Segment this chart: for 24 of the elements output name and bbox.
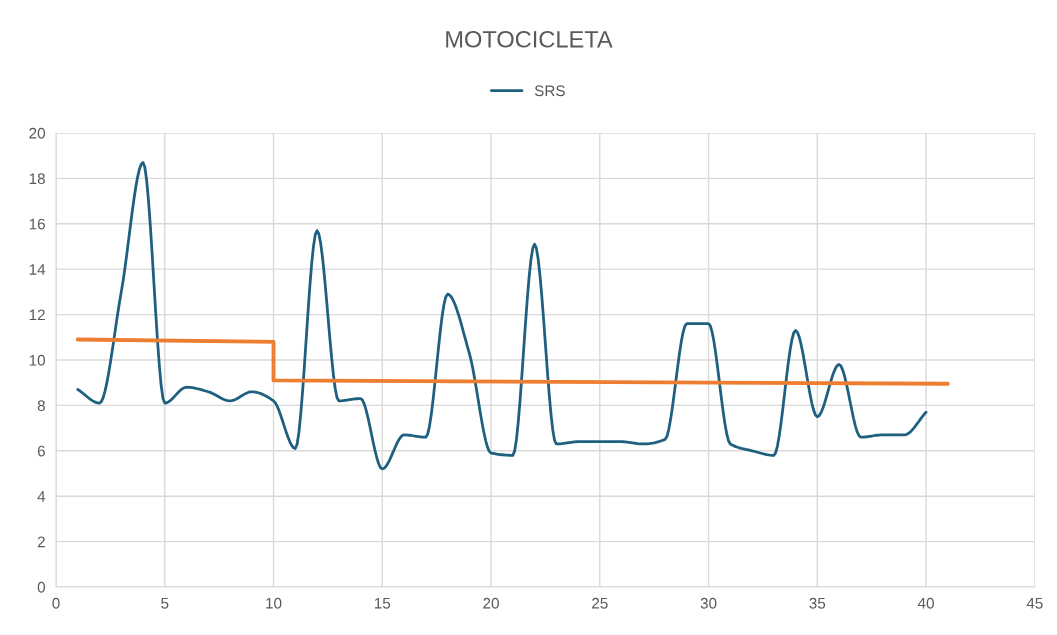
y-tick-label: 18: [29, 173, 45, 185]
y-tick-label: 20: [29, 127, 46, 139]
x-tick-label: 45: [1026, 597, 1043, 609]
legend-label: SRS: [534, 85, 565, 97]
x-tick-label: 15: [374, 597, 391, 609]
x-tick-label: 25: [592, 597, 608, 609]
y-tick-label: 4: [37, 491, 46, 502]
y-tick-label: 8: [37, 400, 45, 412]
x-tick-label: 10: [266, 597, 282, 609]
y-tick-label: 14: [29, 264, 46, 275]
x-tick-label: 5: [161, 597, 169, 609]
x-tick-label: 0: [52, 597, 60, 609]
y-tick-label: 0: [37, 581, 46, 593]
x-tick-label: 20: [483, 597, 499, 609]
y-tick-label: 12: [29, 309, 45, 321]
x-tick-label: 40: [917, 597, 934, 609]
x-tick-label: 30: [700, 597, 717, 609]
y-tick-label: 2: [37, 536, 45, 548]
y-tick-label: 6: [37, 445, 45, 457]
chart-title: MOTOCICLETA: [446, 30, 613, 48]
y-tick-label: 10: [29, 354, 46, 366]
x-tick-label: 35: [809, 597, 826, 609]
line-series: [75, 337, 950, 386]
y-tick-label: 16: [29, 218, 45, 230]
